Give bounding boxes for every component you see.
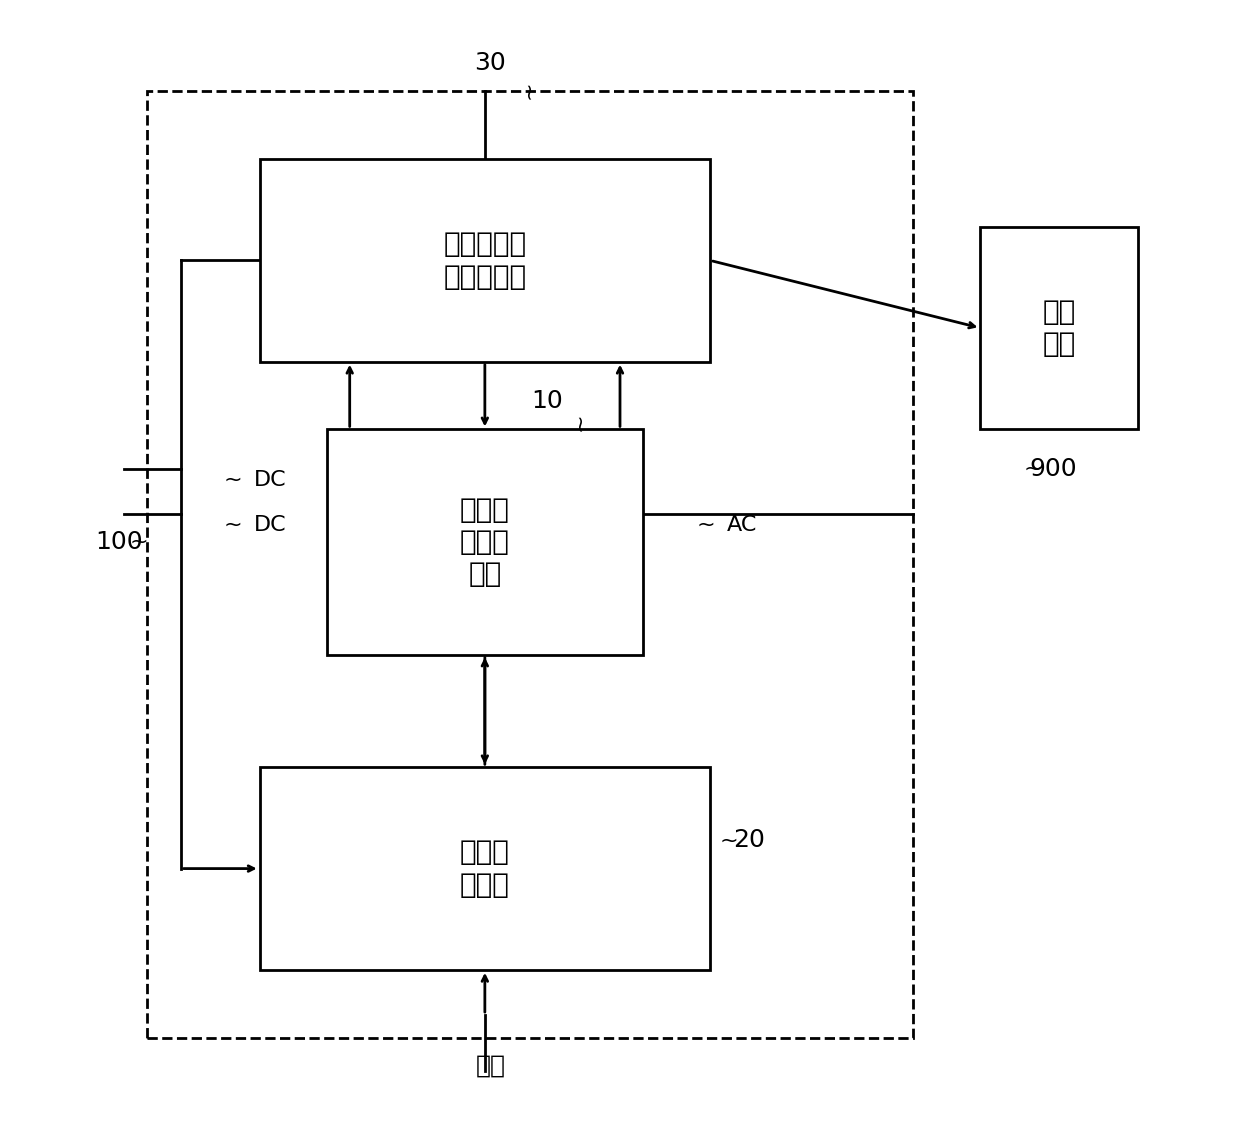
FancyBboxPatch shape: [259, 159, 711, 361]
Text: DC: DC: [254, 515, 286, 535]
Text: 中央运
算管控
系统: 中央运 算管控 系统: [460, 496, 510, 588]
Text: 20: 20: [734, 829, 765, 852]
Text: ~: ~: [1024, 458, 1043, 479]
Text: 100: 100: [95, 530, 143, 554]
FancyBboxPatch shape: [327, 429, 642, 655]
FancyBboxPatch shape: [981, 227, 1138, 429]
Text: ~: ~: [569, 412, 589, 431]
Text: DC: DC: [254, 470, 286, 490]
Text: 负载
系统: 负载 系统: [1043, 298, 1076, 358]
Text: 电力供应监
控调整系统: 电力供应监 控调整系统: [443, 230, 527, 290]
Text: 10: 10: [531, 390, 563, 413]
Text: 900: 900: [1029, 457, 1078, 481]
Text: 30: 30: [475, 51, 506, 76]
Text: ~: ~: [697, 515, 715, 535]
Text: ~: ~: [224, 470, 243, 490]
Text: ~: ~: [130, 532, 149, 552]
Text: 电力供
应系统: 电力供 应系统: [460, 839, 510, 899]
Text: AC: AC: [727, 515, 758, 535]
FancyBboxPatch shape: [259, 768, 711, 970]
Text: ~: ~: [518, 80, 538, 99]
Text: 市电: 市电: [475, 1053, 506, 1078]
Text: ~: ~: [224, 515, 243, 535]
Text: ~: ~: [719, 831, 738, 850]
